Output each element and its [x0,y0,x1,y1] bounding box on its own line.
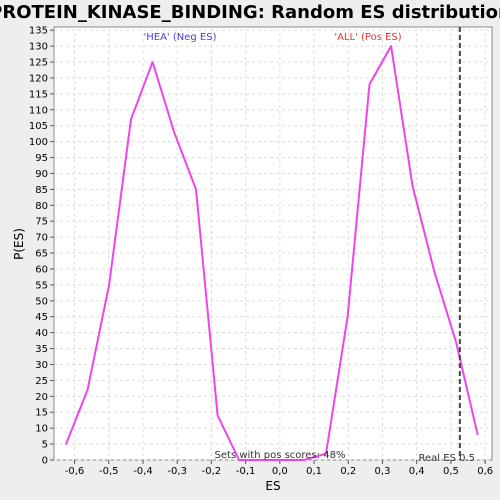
x-axis-ticks: -0,6 -0,5 -0,4 -0,3 -0,2 -0,1 0,0 0,1 0,2 0,3 0,4 0… [65,460,493,477]
y-tick-label: 45 [35,312,48,323]
y-tick-label: 95 [35,153,48,164]
data-point [151,61,154,63]
data-point [368,83,371,86]
y-tick-label: 35 [35,344,48,355]
data-point [195,188,197,191]
data-point [173,131,175,133]
x-axis-label: ES [265,479,280,493]
y-tick-label: 10 [35,424,48,435]
y-tick-label: 105 [29,121,48,132]
x-tick-label: -0,4 [133,466,153,477]
y-tick-label: 85 [35,185,48,196]
sets-pos-scores-label: Sets with pos scores: 48% [215,450,346,461]
data-point [281,459,284,461]
neg-es-label: 'HEA' (Neg ES) [144,32,217,43]
pos-es-label: 'ALL' (Pos ES) [334,32,401,43]
y-tick-label: 30 [35,360,48,371]
y-tick-label: 50 [35,296,48,307]
y-tick-label: 120 [29,73,48,84]
y-axis-label: P(ES) [12,228,26,260]
x-tick-label: -0,5 [99,466,119,477]
x-tick-label: -0,2 [202,466,222,477]
es-distribution-line [65,45,479,461]
x-tick-label: 0,2 [340,466,356,477]
y-tick-label: 55 [35,280,48,291]
y-tick-label: 130 [29,42,48,53]
x-tick-label: 0,3 [375,466,391,477]
x-tick-label: 0,4 [409,466,425,477]
y-tick-label: 40 [35,328,48,339]
x-tick-label: 0,1 [306,466,322,477]
data-point [260,459,262,461]
data-point [238,459,240,461]
data-point [411,185,414,187]
y-tick-label: 110 [29,105,48,116]
y-tick-label: 115 [29,89,48,100]
y-tick-label: 60 [35,264,48,275]
chart-title: PROTEIN_KINASE_BINDING: Random ES distri… [0,2,500,23]
grid-lines [54,27,492,461]
data-point [455,341,457,343]
y-tick-label: 80 [35,201,48,212]
x-tick-label: 0,6 [477,466,493,477]
data-point [325,452,327,455]
data-point [390,45,392,47]
y-tick-label: 65 [35,249,48,260]
y-tick-label: 5 [42,440,48,451]
x-tick-label: -0,6 [65,466,85,477]
real-es-label: Real ES 0.5 [419,453,475,464]
y-tick-label: 75 [35,217,48,228]
data-point [216,414,219,417]
data-point [303,459,305,461]
data-point [86,389,89,391]
series-group [65,45,479,461]
y-tick-label: 20 [35,392,48,403]
x-tick-label: -0,1 [236,466,256,477]
y-tick-label: 125 [29,58,48,69]
y-tick-label: 90 [35,169,48,180]
data-point [346,315,349,318]
data-point [65,443,67,445]
y-tick-label: 25 [35,376,48,387]
y-axis-ticks: 0 5 10 15 20 25 30 35 40 45 50 55 60 65 70 75 80 85 90 95 10… [29,26,54,467]
data-point [108,284,110,286]
plot-area [53,26,493,461]
x-tick-label: 0,0 [272,466,288,477]
data-point [130,118,132,121]
x-tick-label: -0,3 [167,466,187,477]
y-tick-label: 100 [29,137,48,148]
data-point [433,271,436,273]
x-tick-label: 0,5 [443,466,459,477]
y-tick-label: 15 [35,408,48,419]
y-tick-label: 70 [35,233,48,244]
y-tick-label: 135 [29,26,48,37]
y-tick-label: 0 [42,456,48,467]
data-point [476,433,479,436]
